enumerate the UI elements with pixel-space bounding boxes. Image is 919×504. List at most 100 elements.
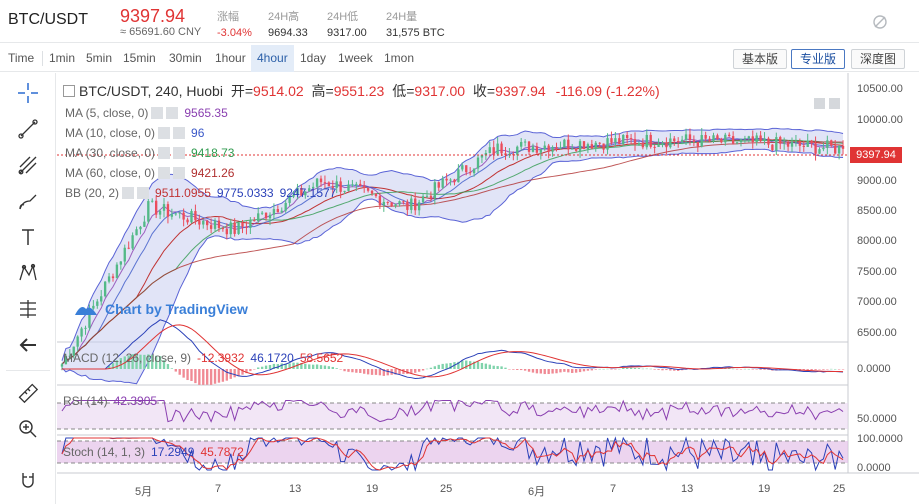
macd-histogram-bar — [465, 360, 468, 369]
price-tick: 6500.00 — [857, 327, 897, 339]
macd-histogram-bar — [649, 368, 652, 370]
macd-histogram-bar — [339, 369, 342, 370]
macd-histogram-bar — [590, 369, 594, 371]
crosshair-icon[interactable] — [12, 79, 44, 107]
tf-15min[interactable]: 15min — [123, 51, 156, 65]
candle-body — [355, 183, 358, 185]
macd-histogram-bar — [512, 369, 515, 370]
scroll-down-button[interactable] — [814, 98, 825, 109]
tradingview-chart[interactable]: BTC/USDT, 240, Huobi 开=9514.02 高=9551.23… — [57, 73, 919, 504]
tf-1day[interactable]: 1day — [300, 51, 327, 65]
macd-histogram-bar — [417, 369, 421, 372]
settings-icon[interactable] — [151, 107, 164, 119]
price-tick: 8500.00 — [857, 205, 897, 217]
settings-icon[interactable] — [158, 147, 171, 159]
close-icon[interactable] — [137, 187, 150, 199]
close-icon[interactable] — [166, 107, 179, 119]
candle-body — [606, 138, 609, 150]
macd-histogram-bar — [751, 369, 754, 370]
macd-histogram-bar — [296, 362, 299, 369]
close-value: 9397.94 — [495, 83, 546, 99]
candle-body — [202, 220, 205, 225]
tradingview-watermark[interactable]: Chart by TradingView — [73, 301, 248, 317]
candle-body — [763, 138, 766, 142]
settings-icon[interactable] — [158, 167, 171, 179]
macd-histogram-bar — [343, 369, 346, 372]
macd-histogram-bar — [747, 368, 751, 370]
candle-body — [319, 178, 323, 183]
candle-body — [339, 181, 342, 192]
macd-histogram-bar — [257, 367, 260, 369]
candle-body — [751, 136, 754, 143]
macd-histogram-bar — [661, 369, 664, 371]
macd-histogram-bar — [488, 364, 491, 369]
candle-body — [543, 145, 546, 150]
macd-histogram-bar — [818, 369, 821, 370]
candle-body — [445, 178, 448, 181]
tf-1hour[interactable]: 1hour — [215, 51, 246, 65]
macd-histogram-bar — [472, 361, 476, 369]
macd-histogram-bar — [834, 368, 837, 370]
macd-histogram-bar — [543, 369, 546, 375]
tf-1min[interactable]: 1min — [49, 51, 76, 65]
scroll-down-button[interactable] — [829, 98, 840, 109]
view-basic-button[interactable]: 基本版 — [733, 49, 787, 69]
date-tick: 13 — [289, 483, 302, 495]
open-value: 9514.02 — [253, 83, 304, 99]
settings-icon[interactable] — [122, 187, 135, 199]
bb-upper-line — [61, 127, 844, 361]
close-icon[interactable] — [173, 167, 186, 179]
tf-time[interactable]: Time — [8, 51, 35, 65]
stoch-pane — [57, 436, 848, 472]
macd-histogram-bar — [551, 369, 554, 374]
candle-body — [241, 222, 244, 227]
macd-histogram-bar — [618, 368, 621, 370]
candle-body — [504, 153, 507, 156]
macd-histogram-bar — [810, 369, 813, 371]
tf-4hour[interactable]: 4hour — [251, 45, 294, 72]
trendline-icon[interactable] — [12, 115, 44, 143]
text-icon[interactable] — [12, 223, 44, 251]
macd-histogram-bar — [563, 369, 566, 372]
candle-body — [323, 182, 327, 184]
candle-body — [363, 185, 366, 188]
macd-histogram-bar — [822, 369, 825, 370]
change-value: -116.09 (-1.22%) — [555, 83, 660, 99]
measure-icon[interactable] — [12, 295, 44, 323]
view-depth-button[interactable]: 深度图 — [851, 49, 905, 69]
candle-body — [822, 147, 825, 150]
date-tick: 7 — [610, 483, 617, 495]
macd-histogram-bar — [735, 369, 739, 370]
alert-off-icon[interactable] — [872, 14, 888, 30]
candle-body — [76, 336, 79, 347]
candle-body — [280, 210, 283, 213]
tf-5min[interactable]: 5min — [86, 51, 113, 65]
close-icon[interactable] — [173, 127, 186, 139]
settings-icon[interactable] — [158, 127, 171, 139]
collapse-toggle[interactable] — [63, 85, 75, 97]
ruler-icon[interactable] — [12, 379, 44, 407]
price-chart-canvas[interactable] — [57, 73, 919, 504]
pattern-icon[interactable] — [12, 259, 44, 287]
macd-histogram-bar — [292, 362, 295, 369]
tf-1week[interactable]: 1week — [338, 51, 373, 65]
macd-histogram-bar — [531, 369, 535, 373]
zoom-in-icon[interactable] — [12, 415, 44, 443]
macd-histogram-bar — [174, 369, 177, 372]
macd-histogram-bar — [268, 364, 272, 369]
tf-1mon[interactable]: 1mon — [384, 51, 415, 65]
candle-body — [492, 147, 495, 155]
pitchfork-icon[interactable] — [12, 151, 44, 179]
back-icon[interactable] — [12, 331, 44, 359]
brush-icon[interactable] — [12, 187, 44, 215]
candle-body — [755, 135, 758, 143]
candle-body — [206, 220, 209, 226]
tf-30min[interactable]: 30min — [169, 51, 202, 65]
macd-histogram-bar — [806, 369, 809, 370]
candle-body — [739, 139, 743, 143]
candle-body — [260, 212, 264, 214]
candle-body — [300, 187, 303, 196]
magnet-icon[interactable] — [12, 467, 44, 495]
close-icon[interactable] — [173, 147, 186, 159]
view-pro-button[interactable]: 专业版 — [791, 49, 845, 69]
